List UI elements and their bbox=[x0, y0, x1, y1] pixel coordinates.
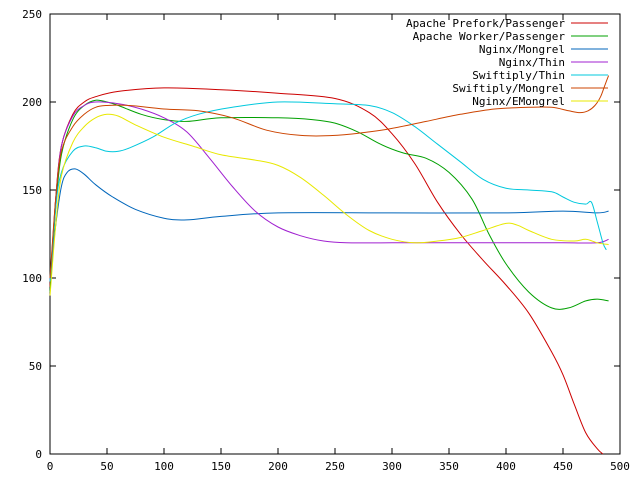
x-tick-label: 100 bbox=[154, 460, 174, 473]
x-tick-label: 350 bbox=[439, 460, 459, 473]
legend-label: Swiftiply/Mongrel bbox=[452, 82, 565, 95]
legend-label: Swiftiply/Thin bbox=[472, 69, 565, 82]
series-line-swiftiply-mongrel bbox=[49, 75, 610, 279]
legend-label: Nginx/EMongrel bbox=[472, 95, 565, 108]
series-line-apache-worker-passenger bbox=[49, 99, 609, 310]
legend-label: Apache Prefork/Passenger bbox=[406, 17, 565, 30]
series-line-nginx-emongrel bbox=[49, 113, 609, 296]
x-tick-label: 450 bbox=[553, 460, 573, 473]
y-tick-label: 50 bbox=[29, 360, 42, 373]
series-lines bbox=[49, 75, 610, 455]
x-tick-label: 250 bbox=[325, 460, 345, 473]
y-tick-label: 250 bbox=[22, 8, 42, 21]
series-line-apache-prefork-passenger bbox=[49, 87, 604, 455]
y-tick-label: 0 bbox=[35, 448, 42, 461]
x-tick-label: 50 bbox=[100, 460, 113, 473]
x-tick-label: 300 bbox=[382, 460, 402, 473]
x-tick-label: 0 bbox=[47, 460, 54, 473]
x-tick-label: 150 bbox=[211, 460, 231, 473]
legend-label: Nginx/Mongrel bbox=[479, 43, 565, 56]
legend-label: Apache Worker/Passenger bbox=[413, 30, 566, 43]
y-tick-label: 100 bbox=[22, 272, 42, 285]
y-tick-label: 150 bbox=[22, 184, 42, 197]
series-line-nginx-thin bbox=[49, 101, 609, 282]
x-tick-label: 500 bbox=[610, 460, 630, 473]
x-tick-label: 200 bbox=[268, 460, 288, 473]
axes: 0 50 100 150 200 250 0 50 100 150 200 250 300 350 400 4… bbox=[22, 8, 630, 473]
y-tick-label: 200 bbox=[22, 96, 42, 109]
legend-label: Nginx/Thin bbox=[499, 56, 565, 69]
series-line-swiftiply-thin bbox=[49, 101, 607, 282]
x-tick-label: 400 bbox=[496, 460, 516, 473]
series-line-nginx-mongrel bbox=[49, 168, 609, 279]
